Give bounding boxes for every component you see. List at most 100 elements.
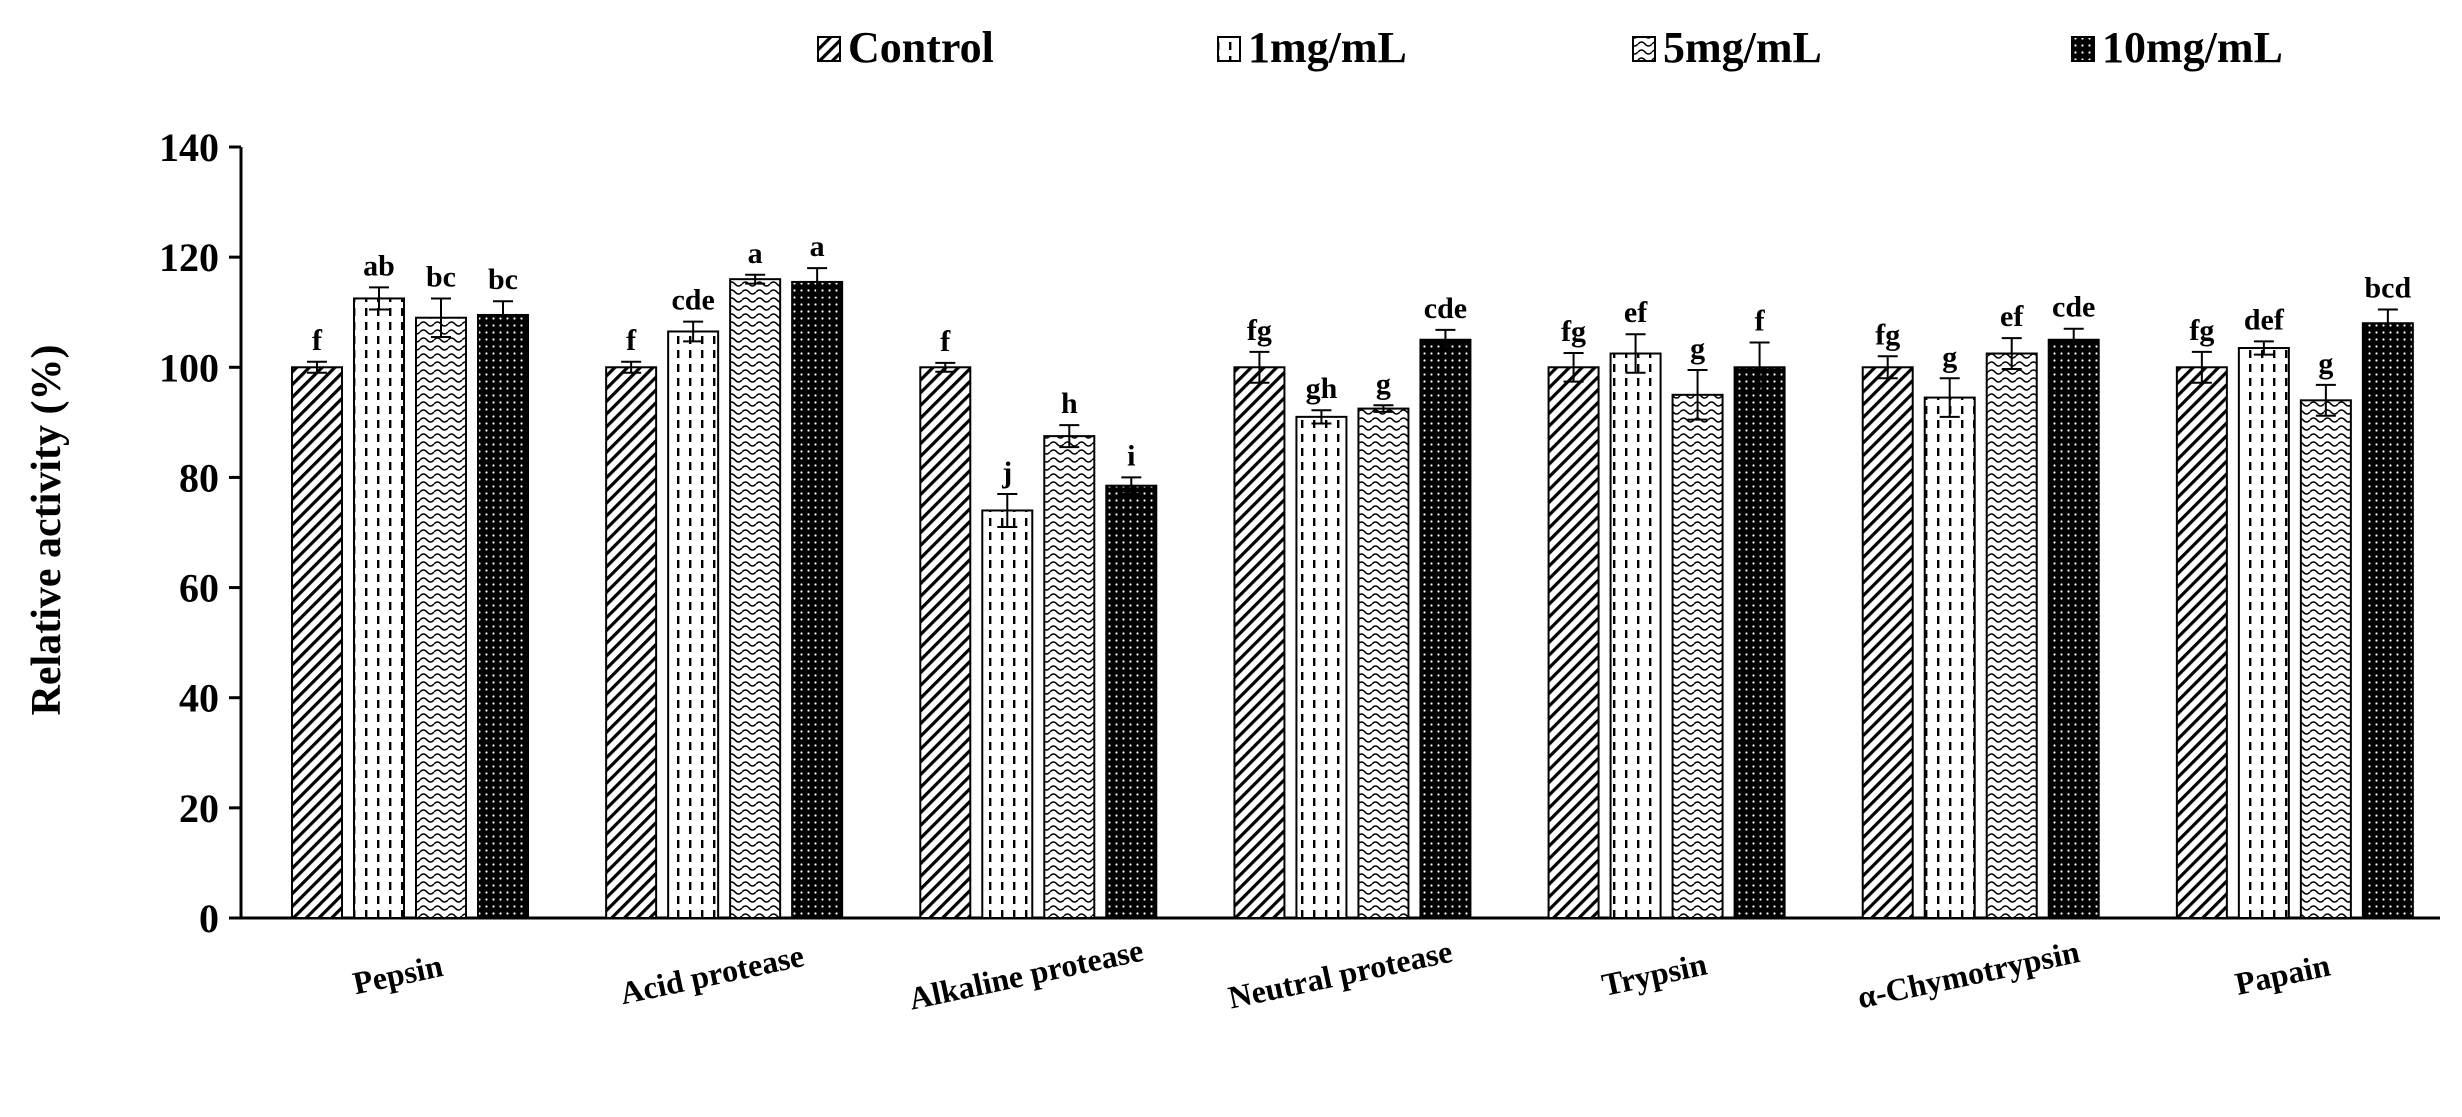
y-tick-label: 0: [199, 896, 219, 941]
error-bar-acid-protease-control: [621, 360, 642, 374]
error-bar-pepsin-10mg-ml: [493, 300, 513, 330]
significance-label: g: [2318, 347, 2333, 380]
significance-label: cde: [671, 284, 714, 317]
error-bars-group: [307, 267, 2398, 528]
bar-trypsin-5mg-ml: [1671, 393, 1724, 920]
bar-chymotrypsin-5mg-ml: [1985, 352, 2038, 919]
bar-neutral-protease-5mg-ml: [1357, 407, 1410, 919]
significance-label: g: [1376, 367, 1391, 400]
bar-chymotrypsin-control: [1861, 366, 1914, 919]
significance-label: fg: [1247, 314, 1272, 347]
bar-trypsin-1mg-ml: [1609, 352, 1662, 919]
bars-group: [291, 278, 2414, 920]
bar-neutral-protease-1mg-ml: [1295, 415, 1348, 919]
significance-label: fg: [2189, 314, 2214, 347]
x-tick-label-neutral-protease: Neutral protease: [1225, 933, 1455, 1016]
x-axis: Pepsin Acid protease Alkaline protease Neut…: [241, 916, 2440, 1017]
bar-pepsin-control: [291, 366, 343, 919]
significance-label: cde: [1424, 292, 1467, 325]
y-tick-label: 20: [179, 786, 219, 831]
error-bar-papain-5mg-ml: [2315, 383, 2336, 417]
bar-chymotrypsin-1mg-ml: [1923, 396, 1976, 919]
significance-label: f: [1755, 305, 1766, 338]
error-bar-papain-1mg-ml: [2253, 340, 2274, 356]
bar-alkaline-protease-5mg-ml: [1043, 435, 1096, 919]
significance-label: bcd: [2365, 271, 2412, 304]
error-bar-trypsin-control: [1563, 351, 1584, 383]
significance-label: g: [1942, 340, 1957, 373]
y-tick-label: 100: [159, 345, 219, 390]
legend-item-1mg-ml: 1mg/mL: [1217, 23, 1407, 72]
legend-swatch: [1217, 36, 1241, 62]
bar-alkaline-protease-control: [919, 366, 972, 919]
significance-label: f: [312, 324, 323, 357]
significance-label: a: [748, 237, 763, 270]
y-tick-label: 80: [179, 455, 219, 500]
legend-label: 10mg/mL: [2102, 23, 2283, 72]
legend-label: 1mg/mL: [1248, 23, 1407, 72]
y-axis: 0 20 40 60 80 100 120 140 Relative activity (%): [24, 125, 243, 941]
error-bar-pepsin-control: [307, 360, 327, 374]
significance-label: bc: [488, 263, 518, 296]
error-bar-trypsin-10mg-ml: [1749, 341, 1770, 394]
error-bar-neutral-protease-10mg-ml: [1435, 328, 1456, 351]
error-bar-alkaline-protease-5mg-ml: [1059, 424, 1080, 449]
x-tick-label-papain: Papain: [2232, 947, 2334, 1002]
legend-swatch: [2071, 36, 2095, 62]
bar-alkaline-protease-10mg-ml: [1105, 484, 1158, 919]
significance-label: a: [810, 230, 825, 263]
legend-label: 5mg/mL: [1663, 23, 1822, 72]
bar-pepsin-10mg-ml: [477, 313, 529, 920]
bar-pepsin-1mg-ml: [353, 297, 405, 920]
error-bar-chymotrypsin-10mg-ml: [2063, 327, 2084, 352]
bar-papain-1mg-ml: [2237, 347, 2290, 919]
legend-label: Control: [848, 23, 994, 72]
significance-label: h: [1061, 387, 1078, 420]
error-bar-trypsin-5mg-ml: [1687, 369, 1708, 421]
bar-acid-protease-5mg-ml: [729, 278, 782, 919]
legend-swatch: [1632, 36, 1656, 62]
error-bar-papain-10mg-ml: [2377, 308, 2398, 338]
error-bar-trypsin-1mg-ml: [1625, 333, 1646, 374]
significance-label: g: [1690, 332, 1705, 365]
y-tick-label: 60: [179, 566, 219, 611]
significance-label: fg: [1875, 318, 1900, 351]
significance-label: ef: [2000, 300, 2024, 333]
bar-neutral-protease-10mg-ml: [1419, 338, 1472, 919]
significance-label: f: [626, 324, 637, 357]
error-bar-neutral-protease-control: [1249, 350, 1270, 384]
x-tick-label-chymotrypsin: α-Chymotrypsin: [1854, 933, 2083, 1015]
significance-label: gh: [1306, 372, 1338, 405]
significance-label: fg: [1561, 315, 1586, 348]
x-tick-label-acid-protease: Acid protease: [617, 937, 807, 1011]
legend-swatch: [817, 36, 841, 62]
y-tick-label: 120: [159, 235, 219, 280]
significance-label: ef: [1624, 296, 1648, 329]
bar-trypsin-control: [1547, 366, 1600, 919]
error-bar-papain-control: [2191, 350, 2212, 384]
significance-label: cde: [2052, 291, 2095, 324]
legend: Control 1mg/mL 5mg/mL 10mg/mL: [817, 23, 2283, 72]
bar-acid-protease-10mg-ml: [791, 280, 844, 919]
significance-label: def: [2244, 303, 2285, 336]
error-bar-chymotrypsin-1mg-ml: [1939, 377, 1960, 418]
error-bar-alkaline-protease-control: [935, 361, 956, 373]
x-tick-label-alkaline-protease: Alkaline protease: [906, 932, 1147, 1017]
bar-pepsin-5mg-ml: [415, 316, 467, 919]
significance-label: ab: [363, 249, 395, 282]
bar-papain-10mg-ml: [2361, 322, 2414, 919]
y-tick-label: 40: [179, 676, 219, 721]
bar-trypsin-10mg-ml: [1733, 366, 1786, 919]
error-bar-neutral-protease-1mg-ml: [1311, 409, 1332, 425]
error-bar-neutral-protease-5mg-ml: [1373, 404, 1394, 413]
significance-label: bc: [426, 260, 456, 293]
bar-alkaline-protease-1mg-ml: [981, 509, 1034, 919]
bar-papain-5mg-ml: [2299, 399, 2352, 920]
error-bar-acid-protease-10mg-ml: [807, 267, 828, 297]
y-axis-title: Relative activity (%): [24, 345, 70, 716]
bar-acid-protease-1mg-ml: [667, 330, 720, 920]
legend-item-control: Control: [817, 23, 994, 72]
error-bar-alkaline-protease-1mg-ml: [997, 492, 1018, 528]
bar-chymotrypsin-10mg-ml: [2047, 338, 2100, 919]
y-tick-label: 140: [159, 125, 219, 170]
